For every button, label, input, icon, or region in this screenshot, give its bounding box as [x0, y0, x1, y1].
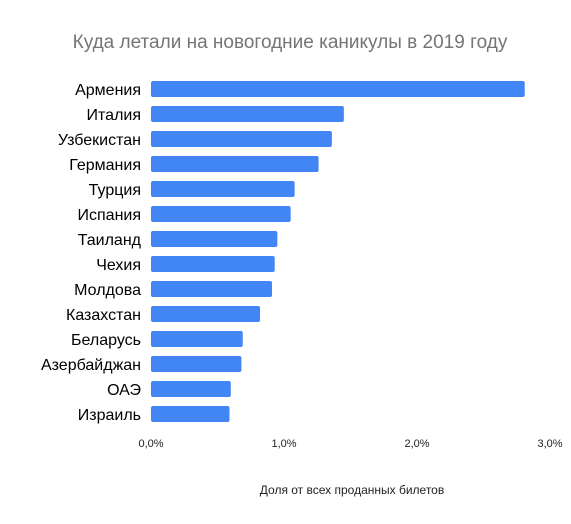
category-label: Молдова	[74, 282, 141, 299]
bar-6	[151, 206, 291, 222]
bar-7	[151, 231, 278, 247]
category-label: Испания	[78, 207, 142, 224]
category-label: Италия	[87, 107, 141, 124]
bar-13	[151, 381, 231, 397]
category-label: Беларусь	[71, 332, 141, 349]
bar-4	[151, 156, 319, 172]
category-label: Азербайджан	[41, 357, 141, 374]
bar-12	[151, 356, 242, 372]
x-axis-title: Доля от всех проданных билетов	[260, 483, 444, 497]
bar-5	[151, 181, 295, 197]
category-label: Таиланд	[78, 232, 142, 249]
category-label: Турция	[89, 182, 141, 199]
x-tick-labels: 0,0% 1,0% 2,0% 3,0%	[138, 438, 562, 450]
category-label: ОАЭ	[107, 382, 141, 399]
category-label: Германия	[69, 157, 141, 174]
bar-1	[151, 81, 525, 97]
bar-10	[151, 306, 261, 322]
bar-8	[151, 256, 275, 272]
category-label: Казахстан	[66, 307, 141, 324]
bar-11	[151, 331, 243, 347]
category-label: Израиль	[78, 407, 141, 424]
category-label: Армения	[75, 82, 141, 99]
bar-14	[151, 406, 230, 422]
category-label: Чехия	[96, 257, 141, 274]
category-labels: Армения Италия Узбекистан Германия Турция Исп…	[41, 82, 142, 424]
bar-9	[151, 281, 273, 297]
x-tick-label: 1,0%	[271, 438, 296, 450]
x-tick-label: 2,0%	[404, 438, 429, 450]
bar-2	[151, 106, 344, 122]
category-label: Узбекистан	[58, 132, 141, 149]
x-tick-label: 3,0%	[537, 438, 562, 450]
x-tick-label: 0,0%	[138, 438, 163, 450]
chart-title: Куда летали на новогодние каникулы в 201…	[73, 32, 508, 53]
bars-group	[151, 81, 525, 422]
bar-3	[151, 131, 332, 147]
